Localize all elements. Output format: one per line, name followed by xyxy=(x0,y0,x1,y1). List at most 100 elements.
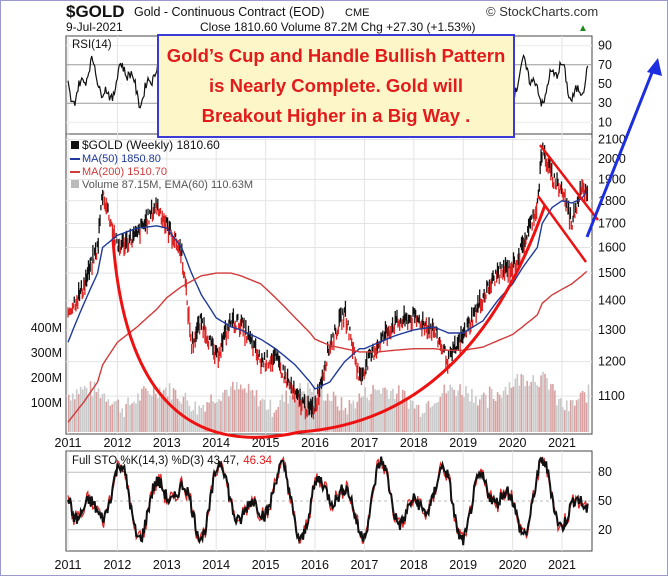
volume-bar xyxy=(560,398,562,432)
contract-name: Gold - Continuous Contract (EOD) xyxy=(134,5,324,19)
volume-bar xyxy=(573,405,576,432)
volume-bar xyxy=(109,405,112,432)
volume-bar xyxy=(224,390,226,432)
volume-bar xyxy=(352,400,355,432)
volume-bar xyxy=(137,393,139,432)
volume-bar xyxy=(421,413,424,432)
volume-bar xyxy=(212,401,214,432)
volume-bar xyxy=(451,387,453,432)
volume-bar xyxy=(322,400,325,432)
volume-bar xyxy=(409,399,412,432)
volume-bar xyxy=(89,381,92,432)
volume-bar xyxy=(271,416,274,432)
volume-bar xyxy=(233,389,236,432)
volume-bar xyxy=(496,392,499,432)
price-tick-label: 1600 xyxy=(598,241,626,255)
volume-bar xyxy=(581,390,584,432)
volume-bar xyxy=(437,401,440,432)
date-label: 9-Jul-2021 xyxy=(66,20,123,34)
volume-bar xyxy=(435,402,438,432)
volume-bar xyxy=(500,397,503,432)
volume-bar xyxy=(166,396,169,432)
volume-bar xyxy=(374,389,376,432)
volume-bar xyxy=(95,392,98,432)
volume-bar xyxy=(318,393,321,432)
rsi-legend: RSI(14) xyxy=(72,39,112,51)
volume-bar xyxy=(150,395,153,432)
volume-bar xyxy=(516,373,519,432)
volume-bar xyxy=(158,387,161,432)
volume-bar xyxy=(520,374,523,432)
volume-bar xyxy=(135,403,137,432)
price-legend: $GOLD (Weekly) 1810.60 xyxy=(82,138,220,152)
volume-bar xyxy=(275,409,278,432)
rsi-tick-label: 30 xyxy=(598,96,612,110)
volume-bar xyxy=(417,404,420,432)
volume-bar xyxy=(265,409,268,432)
annotation-line-3: Breakout Higher in a Big Way . xyxy=(201,105,471,126)
volume-bar xyxy=(471,389,473,432)
volume-bar xyxy=(68,394,70,432)
x-tick-label: 2015 xyxy=(252,436,280,450)
x-tick-label: 2020 xyxy=(499,558,527,572)
handle-upper-line xyxy=(539,144,599,221)
volume-bar xyxy=(431,406,434,432)
volume-bar xyxy=(370,394,372,432)
volume-bar xyxy=(469,401,471,432)
ma50-line xyxy=(67,191,588,390)
volume-bar xyxy=(232,381,234,432)
volume-bar xyxy=(245,392,248,432)
volume-bar xyxy=(396,393,398,432)
volume-bar xyxy=(439,396,442,432)
volume-bar xyxy=(81,389,84,432)
volume-bar xyxy=(405,397,408,432)
ma200-legend: MA(200) 1510.70 xyxy=(82,166,167,178)
volume-bar xyxy=(176,398,179,432)
volume-bar xyxy=(482,392,485,432)
volume-bar xyxy=(571,399,574,432)
volume-bar xyxy=(149,394,151,432)
volume-bar xyxy=(332,391,335,432)
volume-bar xyxy=(263,399,266,432)
price-tick-label: 1700 xyxy=(598,216,626,230)
x-tick-label: 2019 xyxy=(449,436,477,450)
volume-bar xyxy=(465,385,467,432)
volume-bar xyxy=(467,393,469,432)
price-tick-label: 1400 xyxy=(598,294,626,308)
volume-bar xyxy=(536,385,538,432)
sto-tick-label: 50 xyxy=(598,494,612,508)
volume-bar xyxy=(200,407,202,432)
price-tick-label: 1900 xyxy=(598,172,626,186)
volume-bar xyxy=(538,386,540,432)
volume-bar xyxy=(83,386,86,432)
volume-bar xyxy=(445,393,448,432)
volume-bar xyxy=(542,371,544,432)
price-tick-label: 1300 xyxy=(598,323,626,337)
volume-bar xyxy=(119,412,121,432)
volume-bar xyxy=(247,383,250,432)
volume-bar xyxy=(342,410,345,432)
volume-legend-swatch xyxy=(71,180,79,188)
volume-tick-label: 100M xyxy=(31,396,62,410)
volume-bar xyxy=(295,399,297,432)
volume-bar xyxy=(522,375,525,432)
ma200-line xyxy=(67,270,588,423)
volume-bar xyxy=(475,396,477,432)
volume-bar xyxy=(152,386,155,432)
brand-label: © StockCharts.com xyxy=(486,4,598,19)
x-tick-label: 2021 xyxy=(548,436,576,450)
volume-bar xyxy=(164,387,167,432)
price-tick-label: 1100 xyxy=(598,389,625,403)
volume-bar xyxy=(360,397,363,432)
volume-bar xyxy=(575,400,578,432)
symbol-title: $GOLD xyxy=(66,2,125,21)
volume-bar xyxy=(105,401,108,432)
volume-bar xyxy=(453,389,455,432)
x-tick-label: 2011 xyxy=(55,558,82,572)
volume-bar xyxy=(330,401,333,432)
volume-bar xyxy=(218,398,220,432)
volume-bar xyxy=(429,407,432,432)
volume-bar xyxy=(273,412,276,432)
volume-bar xyxy=(449,384,451,432)
volume-bar xyxy=(425,403,428,432)
